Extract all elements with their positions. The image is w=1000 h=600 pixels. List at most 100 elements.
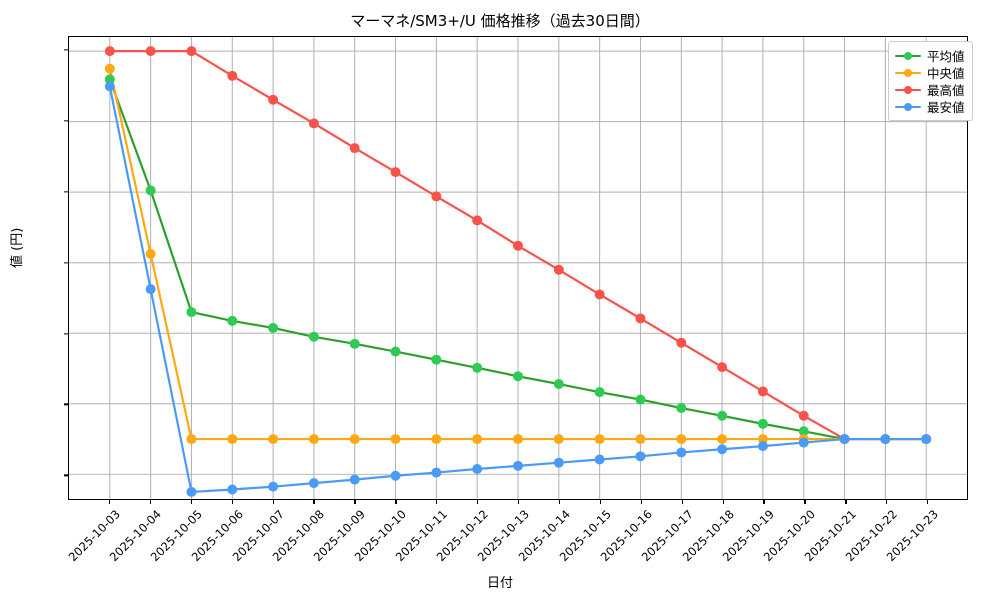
- x-tick-mark: [477, 500, 479, 504]
- x-tick-mark: [518, 500, 520, 504]
- x-tick-mark: [640, 500, 643, 504]
- legend-item-2[interactable]: 中央値: [895, 64, 965, 81]
- legend-swatch-icon: [895, 67, 921, 79]
- x-tick-mark: [722, 500, 724, 504]
- legend-swatch-icon: [895, 101, 921, 113]
- data-point: [390, 167, 401, 178]
- data-point: [104, 63, 115, 74]
- data-point: [186, 486, 197, 497]
- data-point: [227, 70, 238, 81]
- data-point: [472, 464, 483, 475]
- data-point: [472, 434, 483, 445]
- data-point: [757, 441, 768, 452]
- legend-marker-dot: [904, 85, 912, 94]
- data-point: [431, 354, 442, 365]
- x-tick-mark: [681, 500, 683, 504]
- legend-marker-dot: [904, 51, 912, 60]
- data-point: [227, 484, 238, 495]
- data-point: [594, 434, 605, 445]
- y-tick-mark: [64, 403, 68, 406]
- legend-marker-dot: [904, 68, 912, 77]
- legend-label: 最安値: [927, 100, 965, 115]
- data-point: [186, 46, 197, 57]
- data-point: [921, 434, 932, 445]
- legend-label: 平均値: [927, 49, 965, 64]
- data-point: [104, 74, 115, 85]
- series-line: [108, 78, 928, 441]
- data-point: [431, 191, 442, 202]
- data-point: [268, 322, 279, 333]
- x-tick-mark: [190, 500, 193, 504]
- legend-swatch-icon: [895, 50, 921, 62]
- x-tick-mark: [927, 500, 929, 504]
- x-tick-mark: [149, 500, 152, 504]
- data-point: [104, 46, 115, 57]
- data-point: [145, 248, 156, 259]
- legend-label: 最高値: [927, 83, 965, 98]
- x-tick-mark: [395, 500, 397, 504]
- data-point: [635, 394, 646, 405]
- x-tick-mark: [436, 500, 438, 504]
- x-tick-mark: [272, 500, 274, 504]
- data-point: [757, 386, 768, 397]
- x-tick-mark: [231, 500, 233, 504]
- data-point: [635, 434, 646, 445]
- data-point: [757, 434, 768, 445]
- data-point: [798, 410, 809, 421]
- data-point: [553, 379, 564, 390]
- y-tick-mark: [64, 49, 68, 51]
- series-line: [108, 67, 928, 441]
- data-point: [594, 289, 605, 300]
- data-point: [186, 307, 197, 318]
- data-point: [431, 434, 442, 445]
- plot-area: [68, 36, 968, 500]
- data-point: [390, 346, 401, 357]
- data-point: [349, 338, 360, 349]
- data-point: [594, 387, 605, 398]
- data-point: [757, 418, 768, 429]
- data-point: [349, 434, 360, 445]
- legend-label: 中央値: [927, 66, 965, 81]
- data-point: [798, 437, 809, 448]
- data-point: [676, 434, 687, 445]
- data-point: [635, 313, 646, 324]
- y-tick-mark: [64, 262, 68, 264]
- grid-lines: [69, 37, 967, 499]
- data-point: [145, 185, 156, 196]
- data-point: [390, 434, 401, 445]
- data-point: [145, 284, 156, 295]
- data-point: [717, 410, 728, 421]
- x-tick-mark: [313, 500, 315, 504]
- x-tick-mark: [354, 500, 356, 504]
- x-tick-mark: [599, 500, 602, 504]
- data-point: [227, 434, 238, 445]
- data-point: [553, 457, 564, 468]
- data-point: [390, 470, 401, 481]
- x-axis-label: 日付: [486, 576, 513, 591]
- data-point: [268, 481, 279, 492]
- chart-title: マーマネ/SM3+/U 価格推移（過去30日間）: [350, 12, 650, 30]
- data-point: [676, 447, 687, 458]
- x-tick-mark: [558, 500, 561, 504]
- data-point: [513, 240, 523, 251]
- data-point: [717, 444, 728, 455]
- y-tick-mark: [64, 474, 68, 476]
- data-point: [798, 426, 809, 437]
- legend-marker-dot: [904, 102, 912, 111]
- legend-item-1[interactable]: 平均値: [895, 47, 965, 64]
- data-point: [349, 474, 360, 485]
- x-tick-mark: [845, 500, 847, 504]
- chart-legend[interactable]: 平均値中央値最高値最安値: [888, 41, 973, 121]
- data-point: [553, 264, 564, 275]
- data-point: [676, 337, 687, 348]
- legend-item-4[interactable]: 最安値: [895, 98, 965, 115]
- x-tick-mark: [804, 500, 806, 504]
- data-point: [308, 118, 319, 129]
- x-tick-mark: [886, 500, 888, 504]
- legend-item-3[interactable]: 最高値: [895, 81, 965, 98]
- data-point: [635, 451, 646, 462]
- data-point: [227, 315, 238, 326]
- data-point: [717, 362, 728, 373]
- data-point: [880, 434, 891, 445]
